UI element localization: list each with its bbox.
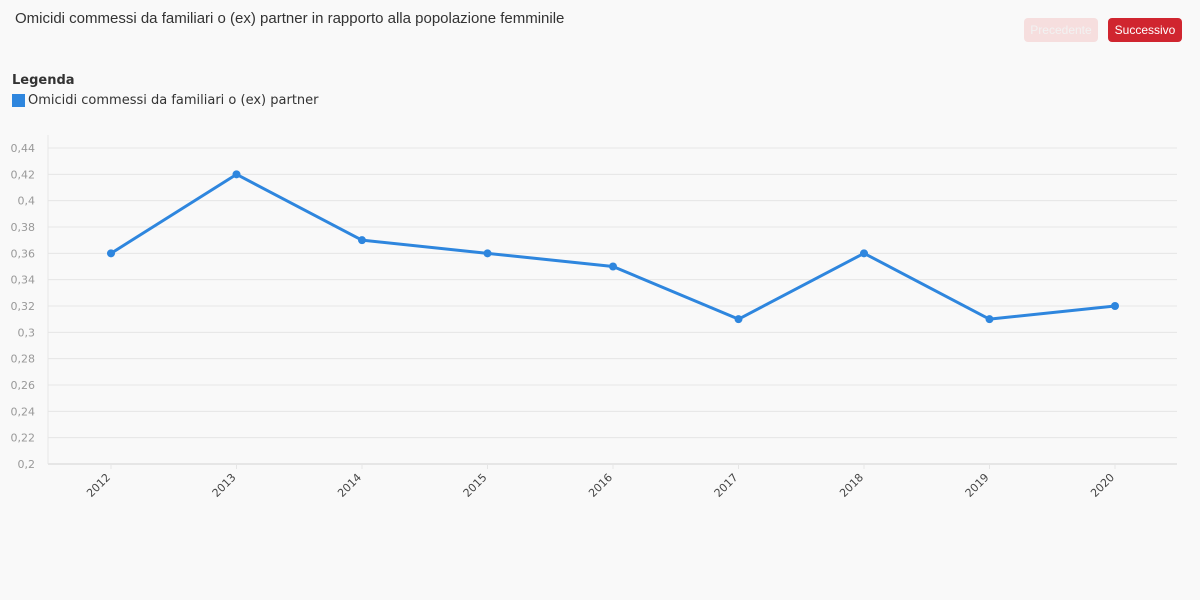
y-tick-label: 0,24 <box>11 405 36 418</box>
data-point <box>860 249 868 258</box>
y-tick-label: 0,4 <box>18 195 36 208</box>
y-tick-label: 0,32 <box>11 300 36 313</box>
x-tick-label: 2017 <box>712 471 741 500</box>
next-button[interactable]: Successivo <box>1108 18 1182 42</box>
y-tick-label: 0,28 <box>11 353 36 366</box>
data-point <box>107 249 115 258</box>
chart-title: Omicidi commessi da familiari o (ex) par… <box>15 10 565 27</box>
y-tick-label: 0,42 <box>11 168 36 181</box>
data-point <box>1111 302 1119 310</box>
previous-button[interactable]: Precedente <box>1024 18 1098 42</box>
x-tick-label: 2013 <box>210 471 239 500</box>
y-tick-label: 0,36 <box>11 247 36 260</box>
y-tick-label: 0,2 <box>18 458 36 471</box>
legend-item[interactable]: Omicidi commessi da familiari o (ex) par… <box>12 93 319 108</box>
legend-item-label: Omicidi commessi da familiari o (ex) par… <box>28 93 319 108</box>
y-tick-label: 0,44 <box>11 142 36 155</box>
data-point <box>232 170 241 179</box>
data-point <box>483 249 492 258</box>
y-tick-label: 0,22 <box>11 432 36 445</box>
x-tick-label: 2020 <box>1088 471 1117 500</box>
legend-swatch <box>12 94 25 107</box>
y-tick-label: 0,26 <box>11 379 36 392</box>
data-point <box>358 236 366 245</box>
y-tick-label: 0,38 <box>11 221 36 234</box>
y-tick-label: 0,34 <box>11 274 36 287</box>
series-line <box>110 172 1116 321</box>
x-tick-label: 2015 <box>461 471 490 500</box>
legend-title: Legenda <box>12 73 75 88</box>
data-point <box>734 315 743 324</box>
data-point <box>985 315 994 324</box>
data-point <box>609 262 617 271</box>
x-tick-label: 2012 <box>84 471 113 500</box>
y-tick-label: 0,3 <box>18 326 36 339</box>
x-tick-label: 2018 <box>837 471 866 500</box>
x-tick-label: 2016 <box>586 471 615 500</box>
x-tick-label: 2019 <box>963 471 992 500</box>
x-tick-label: 2014 <box>335 471 364 500</box>
